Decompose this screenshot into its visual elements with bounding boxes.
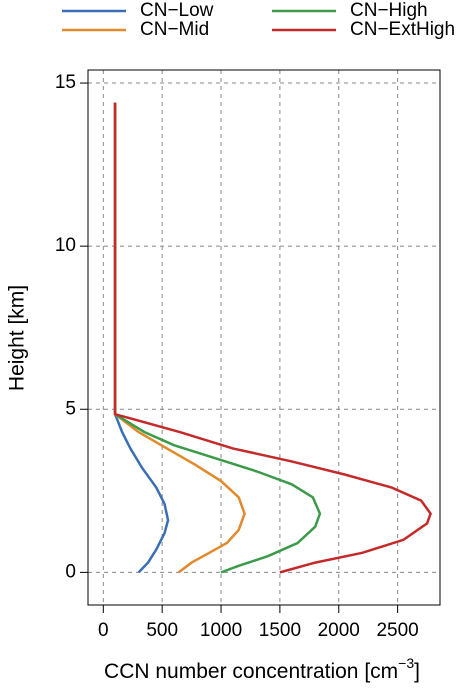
y-tick-label: 0 xyxy=(65,561,76,582)
y-axis-label: Height [km] xyxy=(6,285,29,391)
y-tick-label: 15 xyxy=(55,72,76,93)
x-axis-label: CCN number concentration [cm−3] xyxy=(104,655,420,683)
x-tick-label: 1000 xyxy=(200,620,242,641)
legend-label: CN−Mid xyxy=(140,19,209,40)
x-axis-label-text: CCN number concentration [cm xyxy=(104,660,398,683)
x-axis-label-end: ] xyxy=(414,660,420,683)
x-tick-label: 500 xyxy=(146,620,178,641)
x-tick-label: 2500 xyxy=(376,620,418,641)
x-tick-label: 2000 xyxy=(318,620,360,641)
series-line xyxy=(113,102,246,574)
series-line xyxy=(113,102,322,574)
legend-label: CN−Low xyxy=(140,0,214,21)
x-tick-label: 1500 xyxy=(259,620,301,641)
y-tick-label: 5 xyxy=(65,398,76,419)
y-tick-label: 10 xyxy=(55,235,76,256)
legend-label: CN−High xyxy=(350,0,428,21)
plot-frame xyxy=(87,69,441,606)
legend-label: CN−ExtHigh xyxy=(350,19,455,40)
x-axis-label-sup: −3 xyxy=(398,655,414,671)
series-line xyxy=(113,102,170,574)
x-tick-label: 0 xyxy=(98,620,109,641)
series-line xyxy=(113,102,432,574)
